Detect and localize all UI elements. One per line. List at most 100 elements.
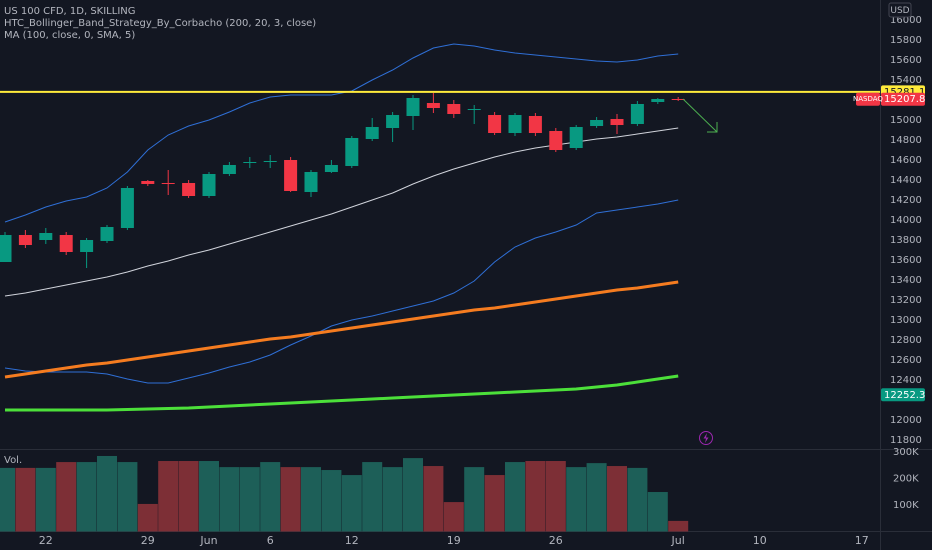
price-label: 15281.1 [884,87,925,98]
x-tick-label: 26 [549,534,563,547]
y-tick-label: 13000 [890,315,922,326]
candle-body [304,172,318,192]
volume-bar [0,467,15,532]
y-tick-label: 15400 [890,75,922,86]
indicator-line [5,374,679,412]
arrow-head [707,122,718,133]
volume-bar [260,462,281,532]
volume-bar [545,461,566,532]
volume-bar [607,466,627,532]
candle-body [263,161,277,162]
y-tick-label: 12400 [890,375,922,386]
candle-body [671,99,685,100]
price-tag: NASDAQ [853,95,883,103]
indicator-label: MA (100, close, 0, SMA, 5) [4,30,135,41]
candle-body [222,165,236,174]
candle-body [610,119,624,125]
y-tick-label: 13600 [890,255,922,266]
axes: 16000 15800 15600 15400 15000 14800 14600 14400… [39,15,926,547]
price-label: 12252.3 [884,390,925,401]
y-tick-label: 14600 [890,155,922,166]
volume-bar [668,520,689,532]
y-tick-label: 12600 [890,355,922,366]
volume-bar [566,467,587,532]
volume-bar [178,461,199,532]
volume-bar [15,467,36,532]
x-tick-label: 19 [447,534,461,547]
candle-body [528,116,542,133]
y-tick-label: 13800 [890,235,922,246]
price-label: 15207.8 [884,94,925,105]
volume-bar [586,463,607,532]
volume-bar [627,467,648,532]
candle-body [18,235,32,245]
x-tick-label: 17 [855,534,869,547]
volume-bar [239,467,260,532]
y-tick-label: 12800 [890,335,922,346]
volume-tick-label: 200K [893,474,919,485]
volume-bar [97,455,117,532]
volume-bar [219,467,240,532]
candle-body [467,109,481,110]
volume-bar [382,467,403,532]
price-label-box [881,388,925,402]
alert-circle[interactable] [699,431,713,445]
candle-body [549,131,563,150]
indicator-label: HTC_Bollinger_Band_Strategy_By_Corbacho … [4,18,316,29]
x-tick-label: 22 [39,534,53,547]
volume-bar [280,467,301,532]
y-tick-label: 14200 [890,195,922,206]
volume-pane [0,455,689,532]
x-tick-label: 12 [345,534,359,547]
indicator-line [4,280,679,379]
x-tick-label: 29 [141,534,155,547]
price-label-box [881,92,925,106]
volume-bar [403,458,423,532]
volume-bar [117,462,138,532]
volume-bar [464,467,485,532]
candle-body [80,240,94,252]
volume-bar [158,461,179,532]
x-tick-label: Jun [199,534,217,547]
alert-bolt[interactable] [703,433,709,443]
volume-bar [647,492,668,532]
y-tick-label: 12000 [890,415,922,426]
candle-body [365,127,379,139]
alert-icon[interactable] [699,431,713,445]
candle-body [39,233,53,240]
arrow-line [682,98,718,133]
x-tick-label: Jul [671,534,685,547]
candle-body [0,235,12,262]
candle-body [120,188,134,228]
candle-body [569,127,583,148]
y-tick-label: 14000 [890,215,922,226]
indicator-line [4,199,679,384]
y-tick-label: 14800 [890,135,922,146]
y-tick-label: 15000 [890,115,922,126]
volume-bar [362,462,383,532]
volume-bar [199,461,219,532]
volume-tick-label: 300K [893,447,919,458]
y-tick-label: 16000 [890,15,922,26]
volume-bar [423,466,444,532]
currency-box[interactable] [888,2,912,18]
candle-body [508,115,522,133]
volume-bar [321,470,342,532]
chart-title: US 100 CFD, 1D, SKILLING [4,6,136,17]
volume-title: Vol. [4,455,22,466]
candle-body [447,104,461,114]
main-pane [0,43,880,412]
volume-bar [137,503,158,532]
y-tick-label: 13400 [890,275,922,286]
candle-body [243,162,257,163]
candle-body [386,115,400,128]
candle-body [590,120,604,126]
volume-bar [35,467,56,532]
candle-body [202,174,216,196]
candle-body [284,160,298,191]
candle-body [651,99,665,102]
volume-bar [76,462,97,532]
indicator-line [4,43,679,223]
currency-label[interactable]: USD [890,6,909,16]
